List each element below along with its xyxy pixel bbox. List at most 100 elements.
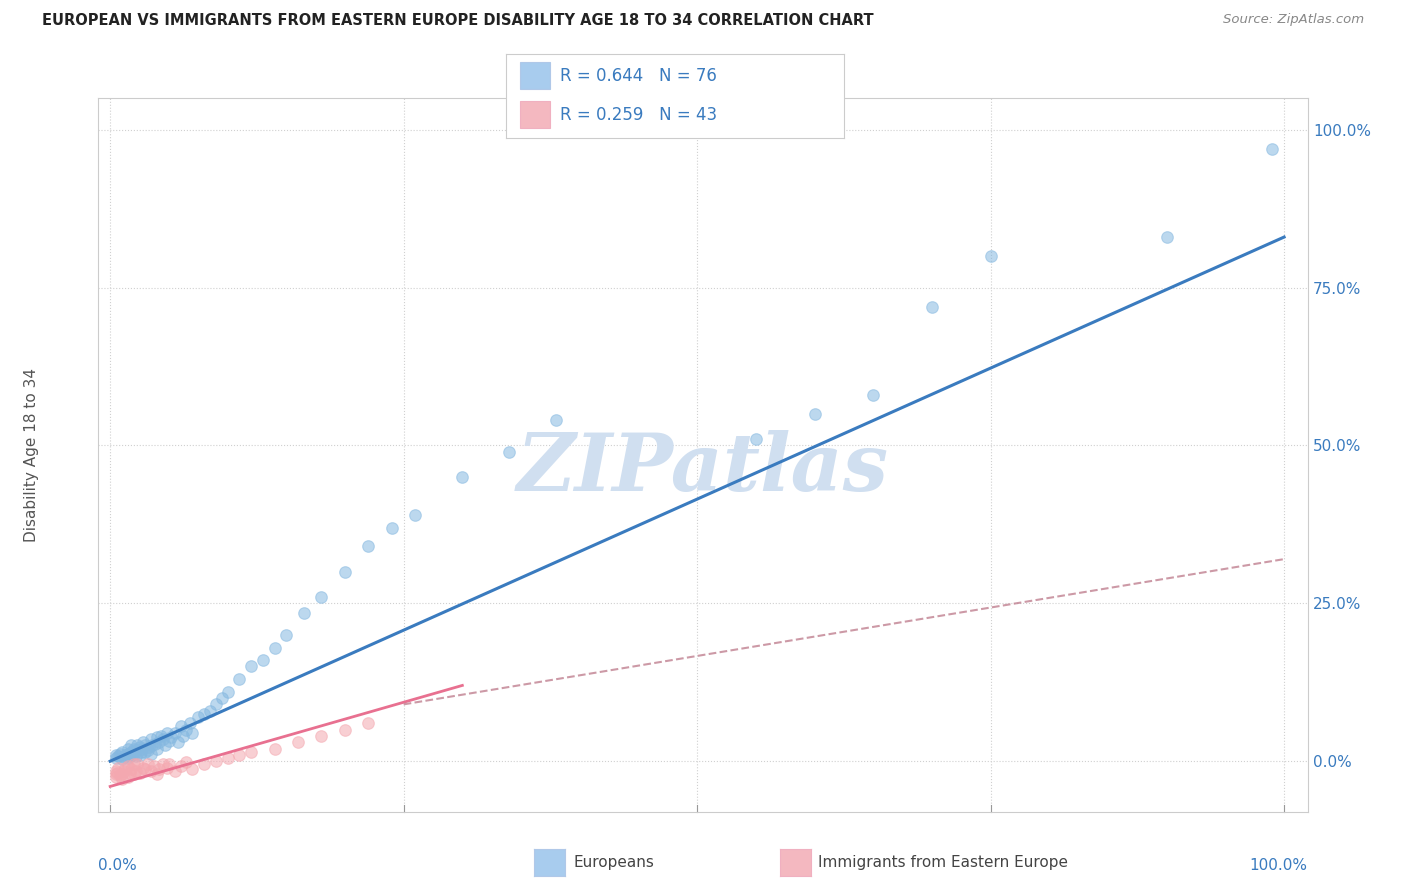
Point [148,762,170,776]
Point [127,757,149,772]
Text: R = 0.259   N = 43: R = 0.259 N = 43 [560,105,717,123]
Point [107,760,129,774]
Point [122,757,145,772]
Point [152,757,174,772]
Point [333,723,356,737]
Point [131,741,153,756]
Point [228,747,250,762]
Point [211,691,233,706]
Point [146,730,169,744]
Point [108,768,131,782]
Point [141,764,163,778]
Text: ZIPatlas: ZIPatlas [517,431,889,508]
Point [228,672,250,686]
Point [181,762,204,776]
Point [105,751,128,765]
Point [105,764,128,778]
Point [311,729,333,743]
Point [108,747,131,761]
Point [240,659,263,673]
Point [132,760,155,774]
Point [1156,230,1178,244]
Point [204,698,226,712]
Point [292,606,315,620]
Text: 100.0%: 100.0% [1250,858,1308,873]
Point [263,640,285,655]
Point [193,706,215,721]
Point [172,729,194,743]
Point [112,750,135,764]
Point [160,730,183,744]
Point [276,628,298,642]
Point [117,751,139,765]
Point [141,747,163,761]
Point [157,734,180,748]
Point [121,747,143,762]
Point [125,743,148,757]
Point [127,739,149,753]
Point [155,760,177,774]
Point [111,752,134,766]
Point [176,723,198,737]
Point [120,765,142,780]
Point [148,735,170,749]
FancyBboxPatch shape [520,62,550,89]
Point [451,470,474,484]
Point [112,764,135,778]
Point [287,735,309,749]
Point [217,684,239,698]
Point [105,767,128,781]
Point [125,749,148,764]
Text: Source: ZipAtlas.com: Source: ZipAtlas.com [1223,13,1364,27]
Point [105,770,128,784]
Point [141,732,163,747]
Point [357,716,380,731]
Point [980,249,1002,263]
Point [111,772,134,786]
Text: 0.0%: 0.0% [98,858,138,873]
Point [136,743,159,757]
Text: R = 0.644   N = 76: R = 0.644 N = 76 [560,67,717,85]
Point [179,716,201,731]
Point [122,741,145,756]
Point [157,757,180,772]
Point [404,508,426,522]
Point [163,764,186,778]
Point [128,765,150,780]
Point [333,565,356,579]
FancyBboxPatch shape [520,101,550,128]
Point [357,540,380,554]
Point [114,760,136,774]
Point [122,747,145,761]
Point [120,749,142,764]
Point [141,739,163,753]
Point [176,756,198,770]
Text: Immigrants from Eastern Europe: Immigrants from Eastern Europe [818,855,1069,870]
Point [111,767,134,781]
Point [117,770,139,784]
Point [134,739,156,753]
Point [117,741,139,756]
Point [117,759,139,773]
Point [263,741,285,756]
Point [193,757,215,772]
Point [1261,142,1284,156]
Point [745,432,768,446]
Point [143,737,166,751]
Point [167,735,190,749]
Point [155,726,177,740]
Text: Europeans: Europeans [574,855,655,870]
Point [114,747,136,762]
Point [217,751,239,765]
Point [546,413,568,427]
Point [181,726,204,740]
Point [128,747,150,762]
Point [155,739,177,753]
Point [252,653,274,667]
Point [134,762,156,776]
Point [132,735,155,749]
Point [120,739,142,753]
Point [169,719,191,733]
Point [921,300,943,314]
Point [107,749,129,764]
